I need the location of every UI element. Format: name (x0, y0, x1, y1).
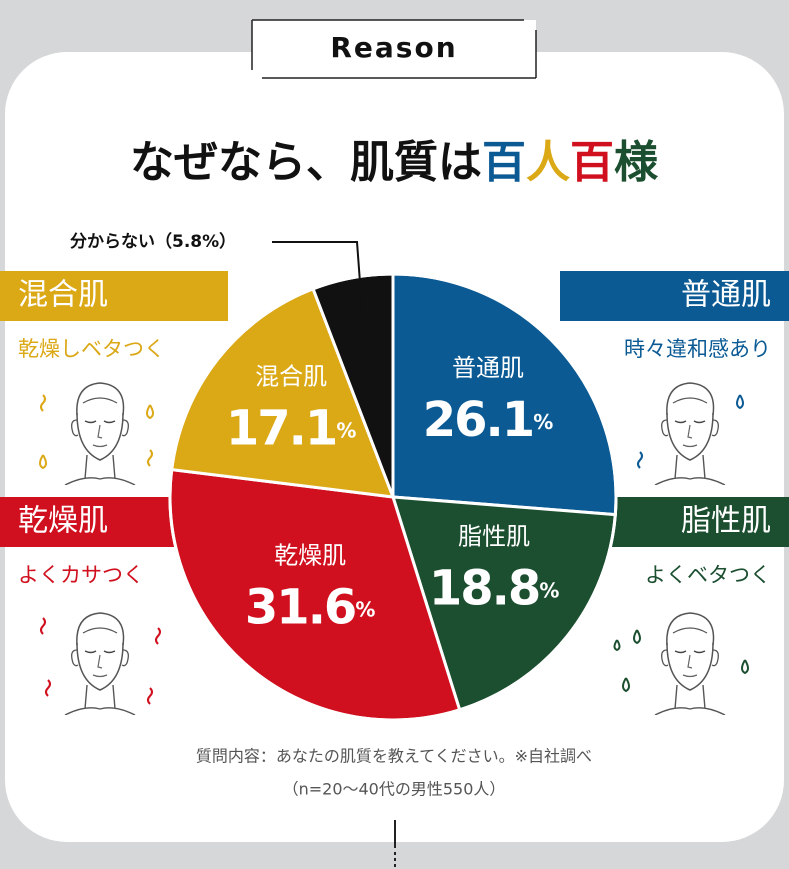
pie: 普通肌 26.1% 脂性肌 18.8% 乾燥肌 31.6% 混合肌 17.1% 分からない（5.… (70, 231, 618, 722)
panel-label: 普通肌 (681, 278, 771, 313)
slice-name: 脂性肌 (458, 523, 530, 551)
panel-description: 時々違和感あり (624, 337, 771, 361)
title-part: 様 (614, 137, 659, 188)
leader-line (272, 241, 366, 344)
pie-outline (168, 272, 618, 722)
panel-band (0, 271, 228, 321)
slice-name: 普通肌 (452, 354, 524, 382)
slice-name: 混合肌 (255, 362, 327, 390)
header-box (251, 19, 537, 79)
title-part: なぜなら、肌質は (130, 137, 482, 188)
title-part: 百 (482, 137, 526, 188)
outside-label-value: （5.8%） (155, 231, 236, 252)
outside-label: 分からない（5.8%） (70, 231, 236, 252)
header: Reason (330, 31, 457, 64)
slice-value-label: 31.6% (245, 579, 375, 635)
panel-label: 乾燥肌 (18, 504, 108, 539)
footnote-question: 質問内容：あなたの肌質を教えてください。※自社調べ (196, 747, 592, 766)
panel-description: よくベタつく (645, 563, 771, 587)
panel-description: 乾燥しベタつく (18, 337, 165, 361)
slice-value-label: 18.8% (429, 561, 559, 617)
footnote-sample: （n=20〜40代の男性550人） (283, 780, 506, 799)
panel-description: よくカサつく (18, 563, 144, 587)
outside-label-name: 分からない (70, 232, 155, 252)
title-part: 人 (526, 137, 570, 188)
title-part: 百 (570, 137, 614, 188)
panel-label: 脂性肌 (681, 504, 771, 539)
panel-band (560, 271, 789, 321)
title: なぜなら、肌質は百人百様 (130, 137, 659, 188)
slice-name: 乾燥肌 (274, 541, 346, 569)
panel-label: 混合肌 (18, 278, 108, 313)
slice-value-label: 26.1% (423, 392, 553, 448)
faces (39, 382, 749, 715)
slice-value-label: 17.1% (226, 400, 356, 456)
